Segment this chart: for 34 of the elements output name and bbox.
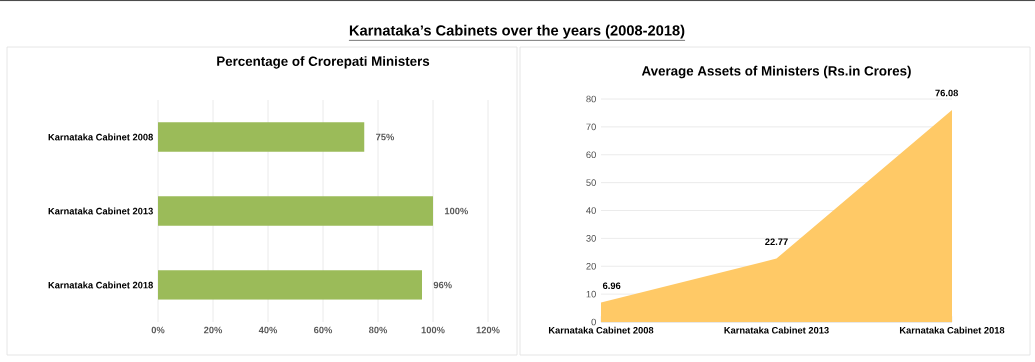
y-tick-label: Karnataka Cabinet 2008 xyxy=(48,133,153,141)
bar xyxy=(158,196,433,226)
text: Karnataka’s Cabinets over the years (2008-2018) xyxy=(349,24,685,39)
x-tick-label: 60% xyxy=(314,326,333,334)
y-tick-label: 80 xyxy=(586,95,596,103)
bar xyxy=(158,270,423,300)
x-tick-label: Karnataka Cabinet 2008 xyxy=(548,326,654,334)
y-tick-label: 0 xyxy=(591,318,596,326)
y-tick-label: 30 xyxy=(586,235,596,242)
y-tick-label: 60 xyxy=(586,151,596,159)
y-tick-label: 20 xyxy=(586,262,596,270)
x-tick-label: 120% xyxy=(476,326,500,334)
data-label: 100% xyxy=(444,207,468,215)
y-tick-label: 10 xyxy=(586,290,596,298)
data-label: 6.96 xyxy=(602,282,621,289)
data-label: 96% xyxy=(433,281,452,289)
y-tick-label: 70 xyxy=(586,123,596,131)
y-tick-label: Karnataka Cabinet 2013 xyxy=(48,207,153,215)
x-tick-label: 100% xyxy=(421,326,445,334)
data-label: 75% xyxy=(376,133,395,141)
x-tick-label: 0% xyxy=(151,326,165,334)
y-tick-label: Karnataka Cabinet 2018 xyxy=(48,281,153,289)
y-tick-label: 40 xyxy=(586,207,596,214)
bar xyxy=(158,122,365,152)
x-tick-label: 80% xyxy=(368,326,388,334)
y-tick-label: 50 xyxy=(586,179,596,186)
x-tick-label: 20% xyxy=(203,326,223,334)
x-tick-label: Karnataka Cabinet 2013 xyxy=(724,326,829,334)
x-tick-label: 40% xyxy=(258,326,278,334)
chart-title: Percentage of Crorepati Ministers xyxy=(217,56,430,69)
data-label: 76.08 xyxy=(935,89,959,97)
x-tick-label: Karnataka Cabinet 2018 xyxy=(899,326,1005,334)
data-label: 22.77 xyxy=(765,238,788,245)
chart-title: Average Assets of Ministers (Rs.in Crores) xyxy=(641,65,911,79)
